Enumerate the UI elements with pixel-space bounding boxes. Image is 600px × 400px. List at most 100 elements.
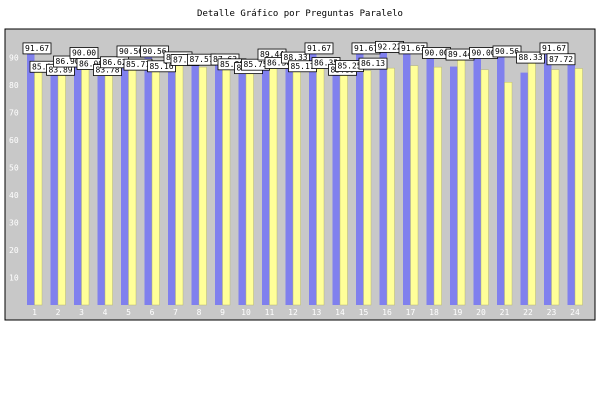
bar-series-2	[57, 74, 66, 306]
x-tick-label: 13	[312, 308, 322, 317]
x-tick-label: 3	[79, 308, 84, 317]
bar-series-2	[292, 70, 301, 306]
x-tick-label: 23	[547, 308, 557, 317]
y-tick-label: 70	[9, 109, 19, 118]
x-tick-label: 12	[288, 308, 298, 317]
y-tick-label: 40	[9, 191, 19, 200]
bar-series-1	[309, 52, 317, 305]
data-label-text: 86.90	[56, 57, 80, 66]
x-tick-label: 5	[126, 308, 131, 317]
x-tick-label: 15	[359, 308, 369, 317]
data-label-box	[546, 53, 576, 66]
bar-series-2	[504, 82, 513, 306]
data-label-text: 83.89	[49, 65, 73, 74]
data-label-text: 90.56	[495, 47, 519, 56]
x-tick-label: 6	[150, 308, 155, 317]
data-label-text: 91.67	[25, 44, 49, 53]
data-label-text: 89.44	[448, 50, 472, 59]
data-label: 91.67	[539, 42, 569, 55]
bar-series-2	[104, 74, 113, 306]
data-label: 88.33	[516, 51, 545, 64]
x-tick-label: 24	[570, 308, 580, 317]
data-label-text: 86.00	[79, 60, 103, 69]
bar-series-2	[433, 66, 442, 306]
x-tick-label: 14	[335, 308, 345, 317]
bar-series-2	[245, 68, 254, 306]
x-tick-label: 21	[500, 308, 510, 317]
bar-series-2	[81, 68, 90, 306]
bar-series-1	[50, 66, 58, 306]
bar-series-2	[198, 66, 207, 306]
y-tick-label: 80	[9, 81, 19, 90]
data-label-text: 86.62	[103, 58, 127, 67]
x-tick-label: 18	[429, 308, 439, 317]
y-tick-label: 50	[9, 164, 19, 173]
data-label: 85.16	[147, 60, 176, 73]
y-tick-label: 90	[9, 54, 19, 63]
y-tick-label: 30	[9, 219, 19, 228]
bar-series-2	[175, 64, 184, 306]
bar-series-1	[168, 61, 176, 306]
data-label-text: 90.00	[425, 49, 449, 58]
bar-series-1	[285, 67, 293, 305]
data-label-text: 91.67	[307, 44, 331, 53]
x-tick-label: 4	[103, 308, 108, 317]
bar-series-2	[480, 69, 489, 306]
x-tick-label: 22	[523, 308, 533, 317]
data-label-text: 86.13	[361, 59, 385, 68]
data-label-box	[140, 45, 169, 58]
data-label-text: 90.56	[119, 47, 143, 56]
data-label-text: 83.78	[96, 66, 120, 75]
data-label-text: 91.67	[401, 44, 425, 53]
data-label-text: 86.36	[267, 59, 291, 68]
x-tick-label: 20	[476, 308, 486, 317]
data-label-text: 90.00	[72, 49, 96, 58]
data-label: 90.56	[140, 45, 169, 58]
data-label: 90.00	[69, 47, 99, 59]
bar-series-2	[339, 74, 348, 306]
bar-series-1	[403, 52, 411, 305]
bar-series-2	[386, 67, 395, 306]
bar-series-2	[551, 69, 560, 306]
bar-series-1	[27, 52, 35, 305]
x-tick-label: 1	[32, 308, 37, 317]
data-label-text: 85.17	[291, 62, 315, 71]
data-label-text: 87.46	[173, 55, 197, 64]
bar-series-2	[269, 61, 278, 306]
data-label-text: 91.67	[354, 44, 378, 53]
data-label: 87.72	[546, 53, 576, 66]
bar-series-1	[238, 72, 246, 305]
bar-series-2	[527, 61, 536, 306]
bar-series-2	[410, 65, 419, 306]
x-tick-label: 17	[406, 308, 416, 317]
bar-series-1	[426, 57, 434, 305]
bar-series-2	[574, 68, 583, 306]
x-tick-label: 8	[197, 308, 202, 317]
bar-series-2	[222, 68, 231, 306]
bar-series-2	[34, 71, 43, 306]
data-label: 86.13	[358, 57, 388, 70]
x-tick-label: 19	[453, 308, 463, 317]
data-label-text: 85.25	[338, 62, 362, 71]
bar-series-1	[379, 51, 387, 305]
data-label-text: 85.75	[244, 60, 268, 69]
data-label-text: 89.44	[260, 50, 284, 59]
data-label-box	[147, 60, 176, 73]
bar-series-1	[356, 52, 364, 305]
bar-series-1	[262, 59, 270, 305]
data-label: 91.67	[304, 42, 334, 55]
bar-series-1	[215, 64, 223, 305]
chart-title: Detalle Gráfico por Preguntas Paralelo	[197, 9, 403, 19]
x-tick-label: 7	[173, 308, 178, 317]
data-label-text: 91.67	[542, 44, 566, 53]
data-label: 90.56	[492, 45, 522, 58]
x-tick-label: 16	[382, 308, 392, 317]
bar-series-1	[497, 55, 505, 306]
data-label-text: 87.57	[190, 55, 214, 64]
x-tick-label: 11	[265, 308, 275, 317]
data-label-text: 85.16	[150, 62, 174, 71]
bar-series-1	[144, 55, 152, 306]
data-label-text: 87.72	[549, 55, 573, 64]
data-label: 91.67	[22, 42, 52, 55]
data-label-box	[358, 57, 388, 70]
